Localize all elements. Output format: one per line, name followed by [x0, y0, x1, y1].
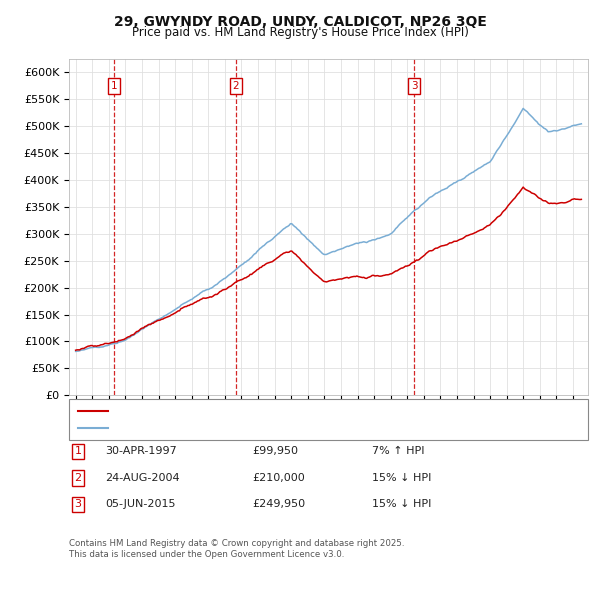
Text: 3: 3	[74, 500, 82, 509]
Text: Contains HM Land Registry data © Crown copyright and database right 2025.: Contains HM Land Registry data © Crown c…	[69, 539, 404, 548]
Text: 2: 2	[232, 81, 239, 91]
Text: 7% ↑ HPI: 7% ↑ HPI	[372, 447, 425, 456]
Text: £249,950: £249,950	[252, 500, 305, 509]
Text: 05-JUN-2015: 05-JUN-2015	[105, 500, 176, 509]
Text: 1: 1	[74, 447, 82, 456]
Text: 29, GWYNDY ROAD, UNDY, CALDICOT, NP26 3QE (detached house): 29, GWYNDY ROAD, UNDY, CALDICOT, NP26 3Q…	[114, 406, 462, 416]
Text: 2: 2	[74, 473, 82, 483]
Text: 24-AUG-2004: 24-AUG-2004	[105, 473, 179, 483]
Text: 3: 3	[411, 81, 418, 91]
Text: 30-APR-1997: 30-APR-1997	[105, 447, 177, 456]
Text: This data is licensed under the Open Government Licence v3.0.: This data is licensed under the Open Gov…	[69, 550, 344, 559]
Text: £210,000: £210,000	[252, 473, 305, 483]
Text: 29, GWYNDY ROAD, UNDY, CALDICOT, NP26 3QE: 29, GWYNDY ROAD, UNDY, CALDICOT, NP26 3Q…	[113, 15, 487, 29]
Text: 15% ↓ HPI: 15% ↓ HPI	[372, 473, 431, 483]
Text: £99,950: £99,950	[252, 447, 298, 456]
Text: 15% ↓ HPI: 15% ↓ HPI	[372, 500, 431, 509]
Text: Price paid vs. HM Land Registry's House Price Index (HPI): Price paid vs. HM Land Registry's House …	[131, 26, 469, 39]
Text: HPI: Average price, detached house, Monmouthshire: HPI: Average price, detached house, Monm…	[114, 423, 388, 433]
Text: 1: 1	[111, 81, 118, 91]
